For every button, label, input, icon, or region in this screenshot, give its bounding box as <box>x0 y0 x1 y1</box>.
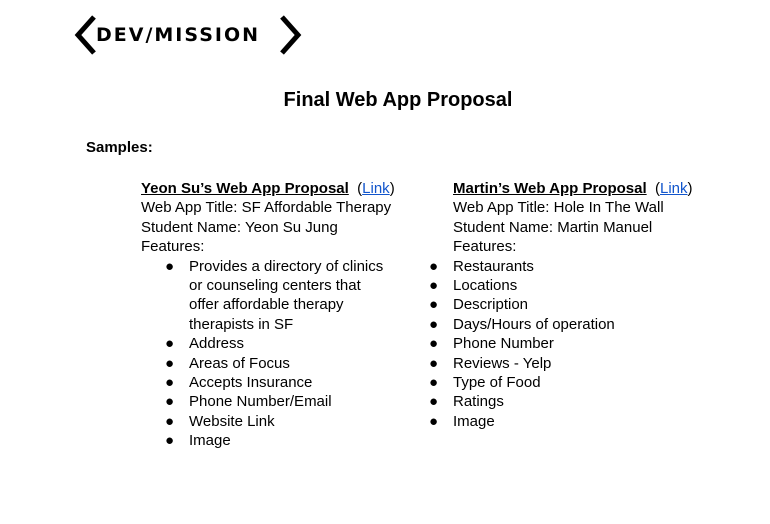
sample-proposal-martin: Martin’s Web App Proposal (Link) Web App… <box>429 179 713 432</box>
proposal-title-link[interactable]: Martin’s Web App Proposal <box>453 180 647 197</box>
sample-proposal-yeon-su: Yeon Su’s Web App Proposal (Link) Web Ap… <box>141 179 401 451</box>
bullet-icon: ● <box>165 335 175 353</box>
app-title: Web App Title: SF Affordable Therapy <box>141 199 392 217</box>
app-title: Web App Title: Hole In The Wall <box>453 199 664 217</box>
link-open-paren: ( <box>654 180 660 197</box>
bullet-icon: ● <box>429 257 439 275</box>
list-item: ● Image <box>141 431 391 450</box>
bullet-icon: ● <box>165 412 175 430</box>
feature-text: Image <box>189 432 231 450</box>
list-item: ● Areas of Focus <box>141 354 391 373</box>
page-title: Final Web App Proposal <box>283 89 513 111</box>
list-item: ● Phone Number <box>429 334 713 353</box>
bullet-icon: ● <box>429 277 439 295</box>
bullet-icon: ● <box>165 374 175 392</box>
feature-text: Phone Number/Email <box>189 393 332 411</box>
link-close-paren: ) <box>389 180 395 197</box>
bullet-icon: ● <box>429 393 439 411</box>
feature-text: Reviews - Yelp <box>453 354 552 372</box>
feature-text: Address <box>189 335 245 353</box>
features-list: ● Provides a directory of clinics or coun… <box>141 257 401 451</box>
features-label: Features: <box>453 238 517 256</box>
bullet-icon: ● <box>165 257 175 275</box>
proposal-title-link[interactable]: Yeon Su’s Web App Proposal <box>141 180 349 197</box>
bullet-icon: ● <box>429 315 439 333</box>
student-name: Student Name: Martin Manuel <box>453 218 653 236</box>
list-item: ● Website Link <box>141 412 391 431</box>
list-item: ● Provides a directory of clinics or coun… <box>141 257 391 335</box>
feature-text: Website Link <box>189 412 275 430</box>
list-item: ● Description <box>429 295 713 314</box>
features-list: ● Restaurants ● Locations ● Description ● Da… <box>429 257 713 432</box>
list-item: ● Accepts Insurance <box>141 373 391 392</box>
bullet-icon: ● <box>429 296 439 314</box>
feature-text: Type of Food <box>453 374 541 392</box>
proposal-link[interactable]: Link <box>362 180 390 197</box>
list-item: ● Restaurants <box>429 257 713 276</box>
list-item: ● Address <box>141 334 391 353</box>
bullet-icon: ● <box>165 432 175 450</box>
student-name: Student Name: Yeon Su Jung <box>141 218 338 236</box>
list-item: ● Phone Number/Email <box>141 392 391 411</box>
bullet-icon: ● <box>429 412 439 430</box>
list-item: ● Type of Food <box>429 373 713 392</box>
feature-text: Description <box>453 296 529 314</box>
proposal-heading: Martin’s Web App Proposal (Link) <box>453 179 713 198</box>
bullet-icon: ● <box>165 354 175 372</box>
list-item: ● Locations <box>429 276 713 295</box>
bullet-icon: ● <box>165 393 175 411</box>
feature-text: Areas of Focus <box>189 354 290 372</box>
proposal-link[interactable]: Link <box>659 180 688 197</box>
list-item: ● Reviews - Yelp <box>429 354 713 373</box>
feature-text: Locations <box>453 277 518 295</box>
link-close-paren: ) <box>687 180 693 197</box>
logo-brackets-icon <box>74 15 302 55</box>
feature-text: Accepts Insurance <box>189 374 313 392</box>
list-item: ● Days/Hours of operation <box>429 315 713 334</box>
feature-text: Phone Number <box>453 335 554 353</box>
features-label: Features: <box>141 238 205 256</box>
bullet-icon: ● <box>429 335 439 353</box>
feature-text: Days/Hours of operation <box>453 315 615 333</box>
feature-text: Ratings <box>453 393 504 411</box>
link-open-paren: ( <box>357 180 363 197</box>
list-item: ● Ratings <box>429 392 713 411</box>
bullet-icon: ● <box>429 374 439 392</box>
proposal-heading: Yeon Su’s Web App Proposal (Link) <box>141 179 401 198</box>
list-item: ● Image <box>429 412 713 431</box>
feature-text: Provides a directory of clinics or couns… <box>189 257 384 333</box>
feature-text: Image <box>453 412 495 430</box>
samples-label: Samples: <box>86 139 153 156</box>
bullet-icon: ● <box>429 354 439 372</box>
logo-text: DEV/MISSION <box>96 24 261 46</box>
feature-text: Restaurants <box>453 257 534 275</box>
